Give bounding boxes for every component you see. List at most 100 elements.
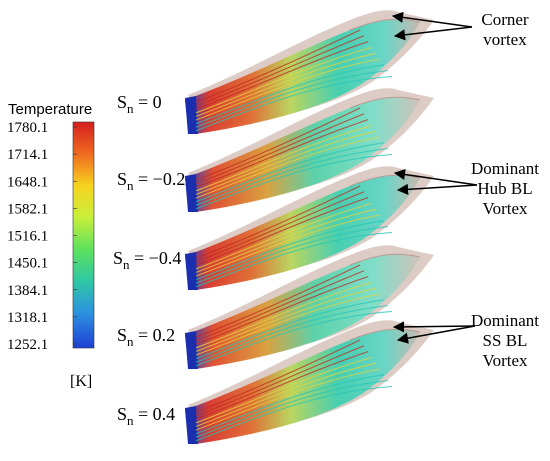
streakline	[195, 270, 365, 342]
annotation-line: vortex	[483, 30, 527, 49]
streakline	[195, 58, 381, 121]
colorbar-tick-label: 1714.1	[7, 147, 48, 163]
annotation-line: Dominant	[471, 311, 539, 330]
streakline	[195, 293, 381, 356]
streakline	[195, 202, 373, 270]
case-label-base: S	[117, 325, 127, 345]
colorbar-unit: [K]	[70, 373, 92, 390]
case-label-subscript: n	[123, 257, 130, 272]
blade-render	[185, 10, 434, 134]
streakline	[195, 362, 377, 427]
streakline	[195, 64, 385, 125]
streakline	[195, 276, 369, 345]
case-label-value: = 0.2	[134, 325, 176, 345]
streakline	[195, 119, 369, 188]
annotation-line: Vortex	[482, 199, 528, 218]
case-label: Sn = −0.4	[113, 248, 181, 272]
case-label-base: S	[117, 92, 127, 112]
streakline	[195, 264, 361, 338]
case-label-base: S	[117, 169, 127, 189]
streakline	[195, 41, 369, 110]
annotation-line: Dominant	[471, 159, 539, 178]
blade-leading-edge	[185, 96, 198, 134]
streakline	[195, 35, 365, 107]
streakline	[195, 70, 389, 128]
colorbar: Temperature 1780.1 1714.1 1648.1 1582.1 1516…	[7, 101, 95, 390]
case-label-base: S	[117, 404, 127, 424]
colorbar-tick-label: 1516.1	[7, 229, 48, 245]
blade-renders	[185, 10, 434, 444]
streakline	[195, 153, 393, 210]
streakline	[195, 124, 373, 192]
streakline	[195, 310, 393, 367]
streakline	[195, 197, 369, 266]
colorbar-tick-label: 1318.1	[7, 310, 48, 326]
streakline	[195, 107, 361, 181]
streakline	[195, 345, 365, 417]
annotation-line: Corner	[481, 10, 529, 29]
streakline	[195, 281, 373, 349]
streakline	[195, 113, 365, 185]
streakline	[195, 374, 385, 435]
case-label-subscript: n	[127, 413, 134, 428]
colorbar-ticks: 1780.1 1714.1 1648.1 1582.1 1516.1 1450.1 1384…	[7, 120, 77, 353]
streakline	[195, 339, 361, 413]
streakline	[195, 52, 377, 117]
streakline	[195, 148, 389, 206]
corner-arrow-1	[391, 11, 473, 28]
streakline	[195, 191, 365, 263]
annotation-line: Vortex	[482, 351, 528, 370]
streakline	[195, 214, 381, 277]
case-label-value: = −0.2	[134, 169, 186, 189]
colorbar-tick-label: 1450.1	[7, 256, 48, 272]
blade-render	[185, 320, 434, 444]
blade-render	[185, 88, 434, 212]
case-label-subscript: n	[127, 178, 134, 193]
colorbar-tick-label: 1582.1	[7, 201, 48, 217]
streakline	[195, 208, 377, 273]
blade-render	[185, 166, 434, 290]
hub-arrow-1	[393, 168, 478, 186]
colorbar-title: Temperature	[8, 101, 92, 118]
blade-leading-edge	[185, 406, 198, 444]
colorbar-tick-label: 1384.1	[7, 283, 48, 299]
blade-render	[185, 245, 434, 369]
streakline	[195, 380, 389, 438]
case-label-value: = 0.4	[134, 404, 176, 424]
case-labels: Sn = 0Sn = −0.2Sn = −0.4Sn = 0.2Sn = 0.4	[113, 92, 185, 428]
streakline	[195, 356, 373, 424]
case-label: Sn = 0.2	[117, 325, 175, 349]
blade-tip-outline	[349, 96, 421, 109]
case-label: Sn = 0.4	[117, 404, 175, 428]
annotation-arrows	[391, 11, 478, 344]
colorbar-tick-label: 1780.1	[7, 120, 48, 136]
case-label: Sn = 0	[117, 92, 162, 116]
blade-leading-edge	[185, 174, 198, 212]
blade-tip-outline	[349, 253, 421, 266]
case-label-base: S	[113, 248, 123, 268]
annotation-line: SS BL	[483, 331, 528, 350]
streakline	[195, 29, 361, 103]
streakline	[195, 75, 393, 132]
streakline	[195, 368, 381, 431]
streakline	[195, 136, 381, 199]
case-label: Sn = −0.2	[117, 169, 185, 193]
streakline	[195, 130, 377, 195]
streakline	[195, 351, 369, 420]
streakline	[195, 142, 385, 203]
streakline	[195, 226, 389, 284]
blade-tip-outline	[349, 328, 421, 341]
corner-arrow-2	[393, 26, 473, 41]
case-label-value: = 0	[134, 92, 162, 112]
streakline	[195, 287, 377, 352]
streakline	[195, 220, 385, 281]
colorbar-gradient	[72, 121, 95, 349]
case-label-value: = −0.4	[130, 248, 182, 268]
case-label-subscript: n	[127, 334, 134, 349]
streakline	[195, 385, 393, 442]
blade-leading-edge	[185, 331, 198, 369]
ss-arrow-1	[392, 321, 476, 333]
colorbar-tick-label: 1252.1	[7, 337, 48, 353]
